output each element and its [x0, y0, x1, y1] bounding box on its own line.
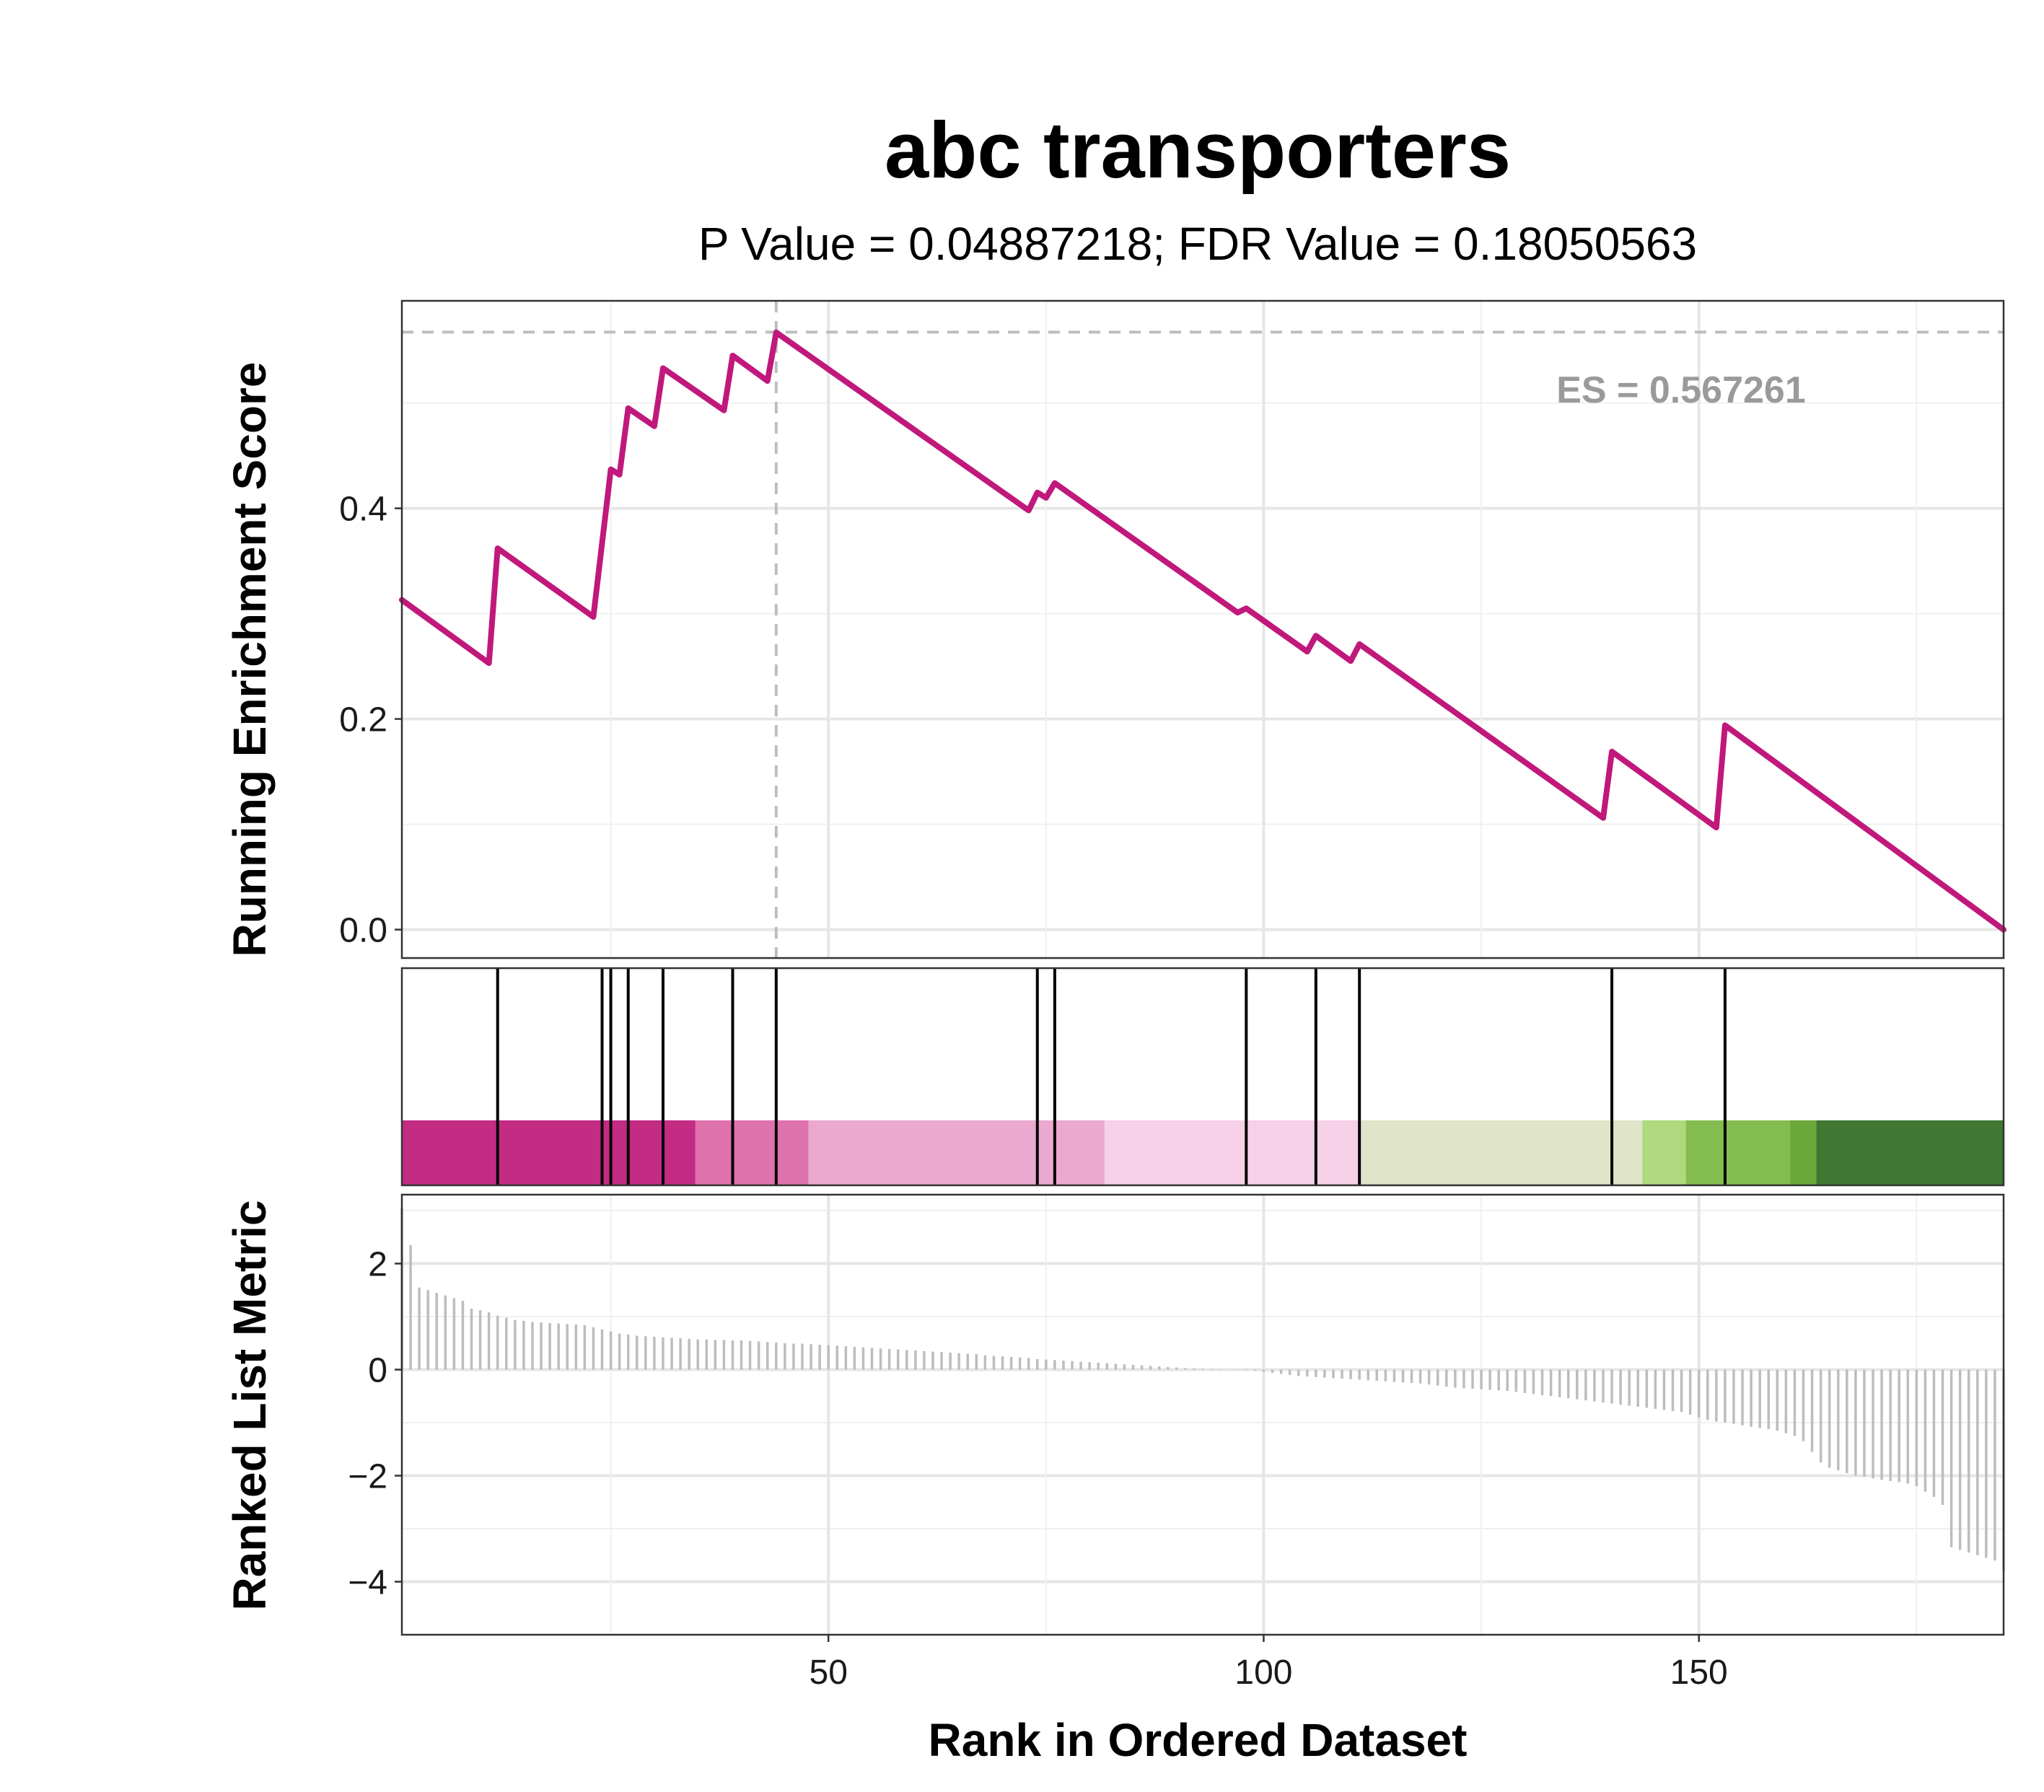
hit-positions-panel: [400, 967, 2005, 1187]
metric-y-tick-label: −2: [348, 1458, 387, 1496]
metric-x-tick-label: 150: [1670, 1653, 1728, 1692]
metric-x-tick-label: 50: [810, 1653, 848, 1692]
metric-y-tick-label: −4: [348, 1564, 387, 1602]
hits-panel-border: [400, 967, 2005, 1187]
running-enrichment-score-axis-title: Running Enrichment Score: [224, 362, 276, 957]
heat-strip-band: [1642, 1120, 1687, 1185]
heat-strip-band: [402, 1120, 696, 1185]
heat-strip-band: [1790, 1120, 1817, 1185]
heat-strip-band: [1816, 1120, 2004, 1185]
ranked-list-metric-panel: −4 −2 0 2 50 100 150: [348, 1193, 2005, 1692]
chart-title: abc transporters: [885, 106, 1511, 195]
running-enrichment-panel: ES = 0.567261 0.0 0.2 0.4: [339, 299, 2006, 959]
running-enrichment-line: [399, 329, 2006, 933]
es-y-tick-label: 0.4: [339, 491, 387, 529]
es-panel-border: [400, 299, 2005, 959]
es-panel-background: [402, 301, 2004, 958]
rank-axis-title: Rank in Ordered Dataset: [929, 1714, 1468, 1766]
metric-y-tick-label: 0: [368, 1352, 387, 1390]
es-y-tick-label: 0.0: [339, 912, 387, 950]
chart-subtitle: P Value = 0.04887218; FDR Value = 0.1805…: [698, 218, 1697, 270]
heat-strip-band: [1685, 1120, 1791, 1185]
es-y-tick-label: 0.2: [339, 701, 387, 739]
heat-strip-band: [808, 1120, 1105, 1185]
metric-panel-border: [400, 1193, 2005, 1636]
heat-strip-band: [695, 1120, 809, 1185]
ranked-list-metric-axis-title: Ranked List Metric: [224, 1200, 276, 1610]
heat-strip-band: [1361, 1120, 1643, 1185]
metric-panel-background: [402, 1195, 2004, 1635]
metric-y-tick-label: 2: [368, 1246, 387, 1284]
heat-strip-band: [1104, 1120, 1362, 1185]
es-annotation: ES = 0.567261: [1556, 369, 1806, 411]
metric-x-tick-label: 100: [1234, 1653, 1292, 1692]
